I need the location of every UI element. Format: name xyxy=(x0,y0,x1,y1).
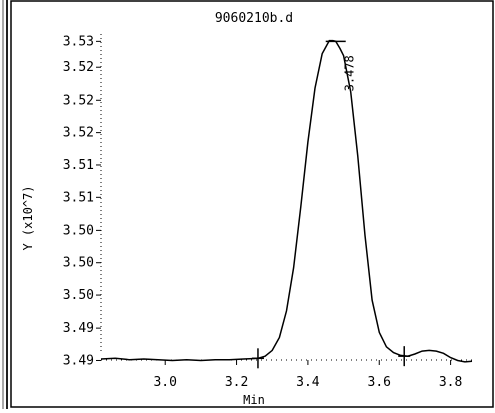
y-tick-label: 3.50 xyxy=(63,256,94,271)
x-tick-label: 3.2 xyxy=(225,375,248,390)
x-tick-label: 3.6 xyxy=(368,375,391,390)
y-tick-label: 3.51 xyxy=(63,158,94,173)
x-ticks: 3.0 3.2 3.4 3.6 3.8 xyxy=(153,360,462,390)
y-tick-label: 3.53 xyxy=(63,34,94,49)
peak-markers xyxy=(251,40,411,369)
series-line xyxy=(100,39,473,363)
peak-annotation: 3.478 xyxy=(343,55,357,91)
chart-title: 9060210b.d xyxy=(215,11,293,26)
chart-border xyxy=(10,0,494,408)
x-axis-label: Min xyxy=(243,393,265,407)
x-tick-label: 3.4 xyxy=(296,375,320,390)
left-window-edge xyxy=(0,0,10,409)
y-tick-label: 3.51 xyxy=(63,190,94,205)
y-axis-label: Y (x10^7) xyxy=(21,185,35,250)
y-tick-label: 3.50 xyxy=(63,288,94,303)
y-tick-label: 3.52 xyxy=(63,126,94,141)
y-ticks: 3.53 3.52 3.52 3.52 3.51 3.51 3.50 3.50 3.50 3.49… xyxy=(63,34,101,368)
y-tick-label: 3.50 xyxy=(63,223,94,238)
x-tick-label: 3.8 xyxy=(439,375,462,390)
x-tick-label: 3.0 xyxy=(153,375,176,390)
y-tick-label: 3.49 xyxy=(63,353,94,368)
y-tick-label: 3.49 xyxy=(63,321,94,336)
y-tick-label: 3.52 xyxy=(63,93,94,108)
y-tick-label: 3.52 xyxy=(63,60,94,75)
